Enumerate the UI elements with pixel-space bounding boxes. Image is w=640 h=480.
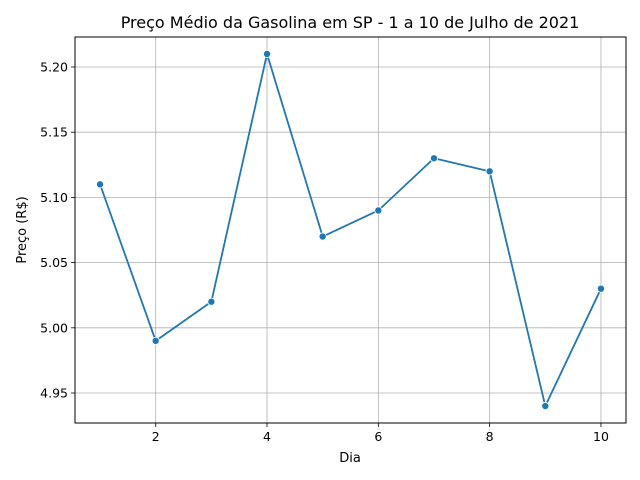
y-tick-label: 5.10 bbox=[40, 190, 68, 205]
series-line bbox=[99, 53, 602, 407]
x-axis-ticks: 2 4 6 8 10 bbox=[152, 423, 609, 444]
y-axis-ticks: 4.95 5.00 5.05 5.10 5.15 5.20 bbox=[40, 59, 75, 401]
x-tick-label: 10 bbox=[593, 429, 609, 444]
data-point bbox=[263, 49, 272, 58]
x-tick-label: 4 bbox=[263, 429, 271, 444]
data-point bbox=[485, 167, 494, 176]
x-tick-label: 8 bbox=[486, 429, 494, 444]
data-point bbox=[151, 336, 160, 345]
data-point bbox=[541, 402, 550, 411]
data-point bbox=[374, 206, 383, 215]
y-tick-label: 4.95 bbox=[40, 386, 68, 401]
y-tick-label: 5.05 bbox=[40, 255, 68, 270]
y-axis-label: Preço (R$) bbox=[15, 196, 30, 263]
grid-lines bbox=[75, 37, 626, 423]
x-tick-label: 2 bbox=[152, 429, 160, 444]
x-axis-label: Dia bbox=[339, 451, 361, 466]
data-point bbox=[96, 180, 105, 189]
x-tick-label: 6 bbox=[374, 429, 382, 444]
y-tick-label: 5.00 bbox=[40, 320, 68, 335]
series-layer bbox=[96, 49, 605, 411]
y-tick-label: 5.20 bbox=[40, 59, 68, 74]
data-point bbox=[596, 284, 605, 293]
y-tick-label: 5.15 bbox=[40, 125, 68, 140]
chart-title: Preço Médio da Gasolina em SP - 1 a 10 d… bbox=[121, 13, 580, 32]
data-point bbox=[429, 154, 438, 163]
data-point bbox=[318, 232, 327, 241]
plot-frame bbox=[74, 36, 627, 424]
data-point bbox=[207, 297, 216, 306]
